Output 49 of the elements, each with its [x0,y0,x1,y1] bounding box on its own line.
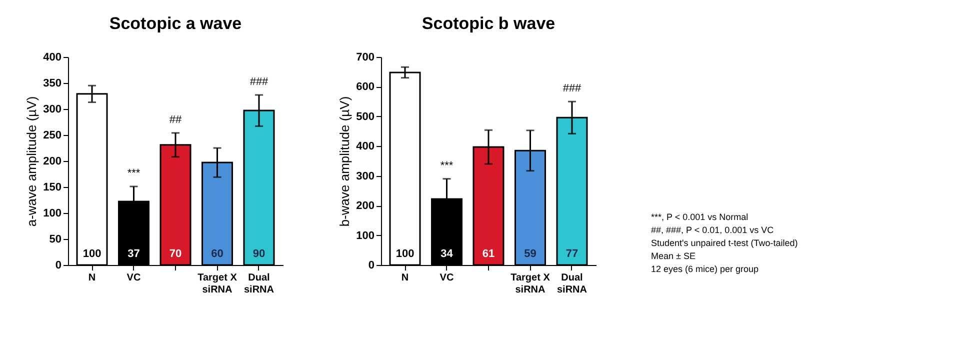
x-tick-label: Target X siRNA [510,272,550,296]
y-tick-label: 600 [356,81,374,94]
annotation: 100 [82,248,102,260]
annotation: 100 [396,248,414,260]
annotation: 59 [524,248,536,260]
annotation: ## [169,114,182,126]
text: 12 eyes (6 mice) per group [651,264,759,274]
annotation: *** [127,167,141,180]
annotation: 60 [211,248,224,260]
y-tick-label: 50 [49,234,62,246]
annotation: 90 [252,248,266,260]
y-tick-label: 400 [356,140,374,153]
y-tick-label: 200 [356,200,374,212]
annotation: 77 [566,248,578,260]
x-tick-label: N [88,272,96,284]
chart-title: Scotopic b wave [422,14,556,33]
y-tick-label: 0 [368,260,374,272]
annotation: ### [562,82,582,95]
y-tick-label: 300 [356,170,374,182]
text: Student's unpaired t-test (Two-tailed) [651,238,798,248]
y-tick-label: 0 [55,260,62,272]
y-tick-label: 350 [43,78,62,90]
annotation: ### [250,76,270,88]
y-tick-label: 500 [356,110,374,123]
text: ***, P < 0.001 vs Normal [651,212,748,222]
y-tick-label: 200 [43,156,62,168]
annotation: 70 [169,248,182,260]
annotation: 37 [128,248,140,260]
chart-title: Scotopic a wave [109,14,242,33]
x-tick-label: Dual siRNA [244,272,274,296]
y-tick-label: 100 [356,230,374,242]
y-tick-label: 250 [43,130,62,142]
x-tick-label: VC [440,272,454,284]
x-tick-label: Target X siRNA [198,272,238,296]
annotation: 61 [482,248,495,260]
y-tick-label: 100 [43,208,62,220]
text: ##, ###, P < 0.01, 0.001 vs VC [651,225,774,235]
annotation: 34 [440,248,454,260]
x-tick-label: Dual siRNA [556,272,588,296]
y-tick-label: 300 [43,104,62,116]
x-tick-label: N [401,272,409,284]
y-axis-title: a-wave amplitude (µV) [24,96,40,227]
annotation: *** [440,160,454,172]
y-tick-label: 400 [43,52,62,64]
y-tick-label: 700 [356,52,374,64]
y-tick-label: 150 [43,182,62,194]
x-tick-label: VC [126,272,141,284]
text: Mean ± SE [651,251,696,261]
y-axis-title: b-wave amplitude (µV) [337,96,352,227]
